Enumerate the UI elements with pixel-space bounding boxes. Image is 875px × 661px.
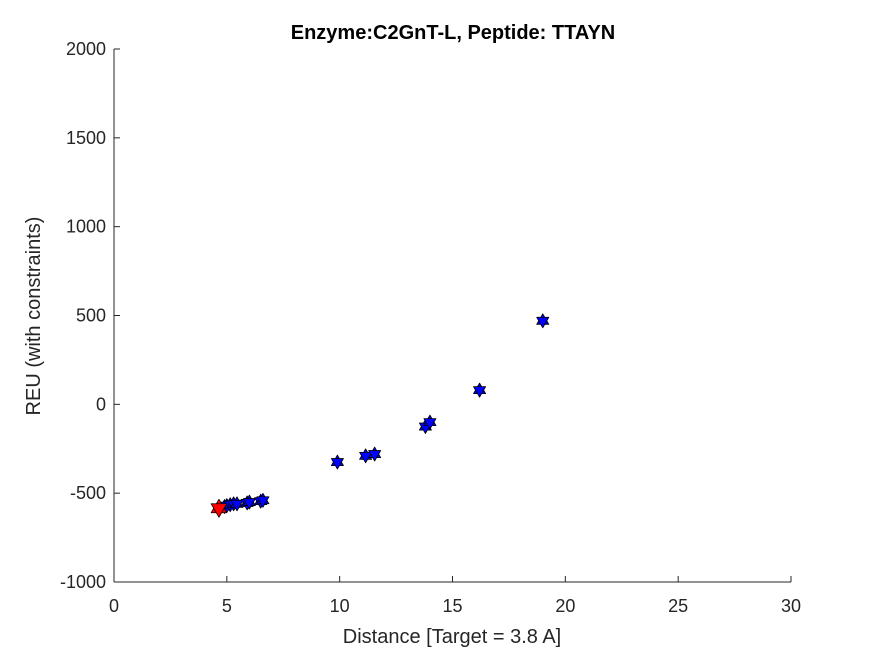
highlight-point: [210, 498, 228, 518]
axes: [113, 49, 791, 583]
y-tick-label: 1000: [66, 217, 106, 237]
y-tick-label: 0: [96, 394, 106, 414]
y-axis-label: REU (with constraints): [23, 217, 45, 416]
x-tick-label: 0: [109, 596, 119, 616]
data-point: [256, 492, 270, 508]
y-tick-label: 1500: [66, 128, 106, 148]
data-point: [368, 446, 382, 462]
x-tick-label: 10: [330, 596, 350, 616]
x-tick-label: 30: [781, 596, 801, 616]
x-tick-label: 20: [555, 596, 575, 616]
y-tick-label: -1000: [60, 572, 106, 592]
data-point: [330, 454, 344, 470]
data-points: [210, 313, 550, 518]
data-point: [473, 382, 487, 398]
chart-title: Enzyme:C2GnT-L, Peptide: TTAYN: [291, 22, 615, 44]
y-ticks: -1000 -500 0 500 1000 1500 2000: [60, 39, 120, 592]
x-ticks: 0 5 10 15 20 25 30: [109, 576, 801, 616]
y-tick-label: 2000: [66, 39, 106, 59]
x-axis-label: Distance [Target = 3.8 A]: [343, 626, 561, 648]
data-point: [536, 313, 550, 329]
x-tick-label: 15: [442, 596, 462, 616]
x-tick-label: 5: [222, 596, 232, 616]
data-point: [242, 494, 256, 510]
y-tick-label: -500: [70, 483, 106, 503]
y-tick-label: 500: [76, 306, 106, 326]
data-point: [423, 414, 437, 430]
x-tick-label: 25: [668, 596, 688, 616]
data-point: [230, 496, 244, 512]
